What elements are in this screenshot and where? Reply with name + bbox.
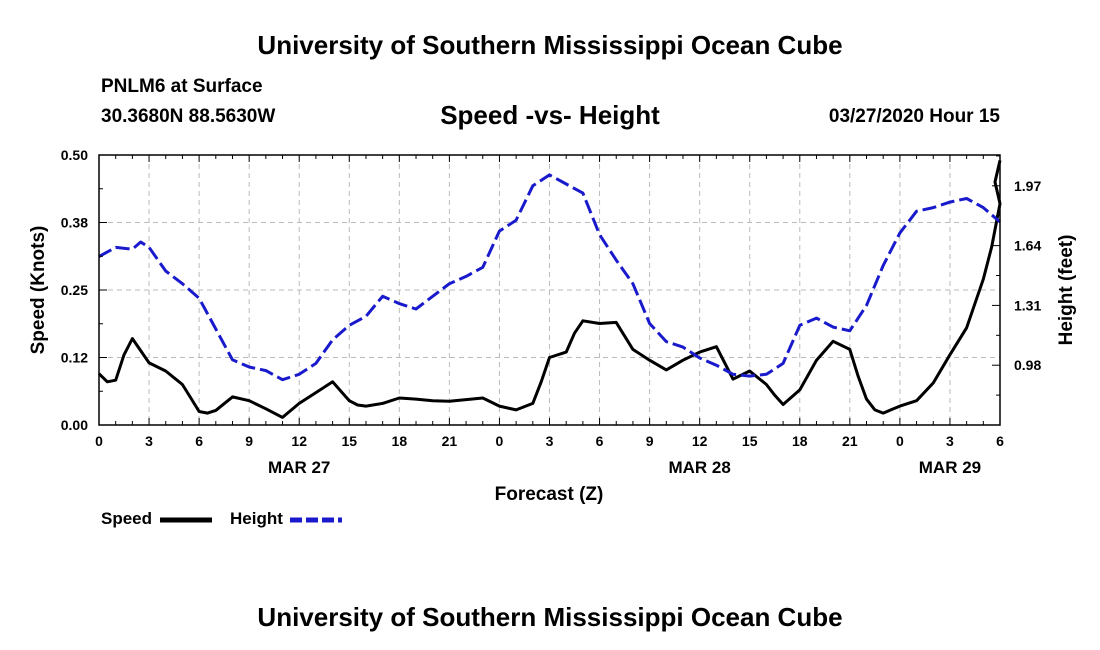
coordinates-label: 30.3680N 88.5630W	[101, 106, 276, 127]
x-tick-label: 3	[145, 433, 153, 449]
labels-layer: 0 3 6 9 12 15 18 21 0 3 6 9 12 15 18 21 0 3 6 MAR 27 MAR 28 M…	[61, 147, 1042, 477]
x-tick-label: 0	[95, 433, 103, 449]
y-tick-label-right: 1.31	[1014, 297, 1041, 313]
series-layer	[97, 160, 1002, 419]
legend-label-height: Height	[230, 509, 283, 528]
legend-label-speed: Speed	[101, 509, 152, 528]
x-tick-label: 12	[291, 433, 307, 449]
day-label: MAR 28	[668, 458, 730, 477]
y-tick-label-left: 0.12	[61, 350, 88, 366]
x-tick-label: 9	[245, 433, 253, 449]
x-tick-label: 6	[596, 433, 604, 449]
x-axis-label: Forecast (Z)	[495, 484, 604, 505]
x-tick-label: 6	[195, 433, 203, 449]
x-tick-label: 15	[742, 433, 758, 449]
y-axis-label-right: Height (feet)	[1056, 235, 1077, 346]
x-tick-label: 18	[792, 433, 808, 449]
x-tick-label: 6	[996, 433, 1004, 449]
bottom-title: University of Southern Mississippi Ocean…	[257, 602, 843, 632]
y-tick-label-left: 0.00	[61, 417, 88, 433]
top-title: University of Southern Mississippi Ocean…	[257, 30, 843, 60]
chart-title: Speed -vs- Height	[440, 100, 660, 130]
x-tick-label: 12	[692, 433, 708, 449]
x-tick-label: 9	[646, 433, 654, 449]
y-tick-label-left: 0.38	[61, 215, 88, 231]
day-label: MAR 27	[268, 458, 330, 477]
x-tick-label: 18	[392, 433, 408, 449]
y-tick-label-right: 1.97	[1014, 178, 1041, 194]
y-tick-label-left: 0.50	[61, 147, 88, 163]
series-line-speed	[97, 160, 1002, 419]
day-label: MAR 29	[919, 458, 981, 477]
x-tick-label: 21	[442, 433, 458, 449]
x-tick-label: 15	[341, 433, 357, 449]
y-tick-label-left: 0.25	[61, 282, 88, 298]
x-tick-label: 3	[546, 433, 554, 449]
x-tick-label: 3	[946, 433, 954, 449]
x-tick-label: 0	[496, 433, 504, 449]
datetime-label: 03/27/2020 Hour 15	[828, 106, 1000, 127]
ticks-layer	[98, 154, 1001, 426]
y-axis-label-left: Speed (Knots)	[28, 226, 49, 355]
station-label: PNLM6 at Surface	[101, 76, 263, 97]
grid-layer	[99, 155, 1000, 425]
y-tick-label-right: 1.64	[1014, 238, 1041, 254]
x-tick-label: 0	[896, 433, 904, 449]
x-tick-label: 21	[842, 433, 858, 449]
legend: Speed Height	[101, 509, 342, 528]
series-line-height	[98, 173, 1001, 382]
y-tick-label-right: 0.98	[1014, 357, 1041, 373]
